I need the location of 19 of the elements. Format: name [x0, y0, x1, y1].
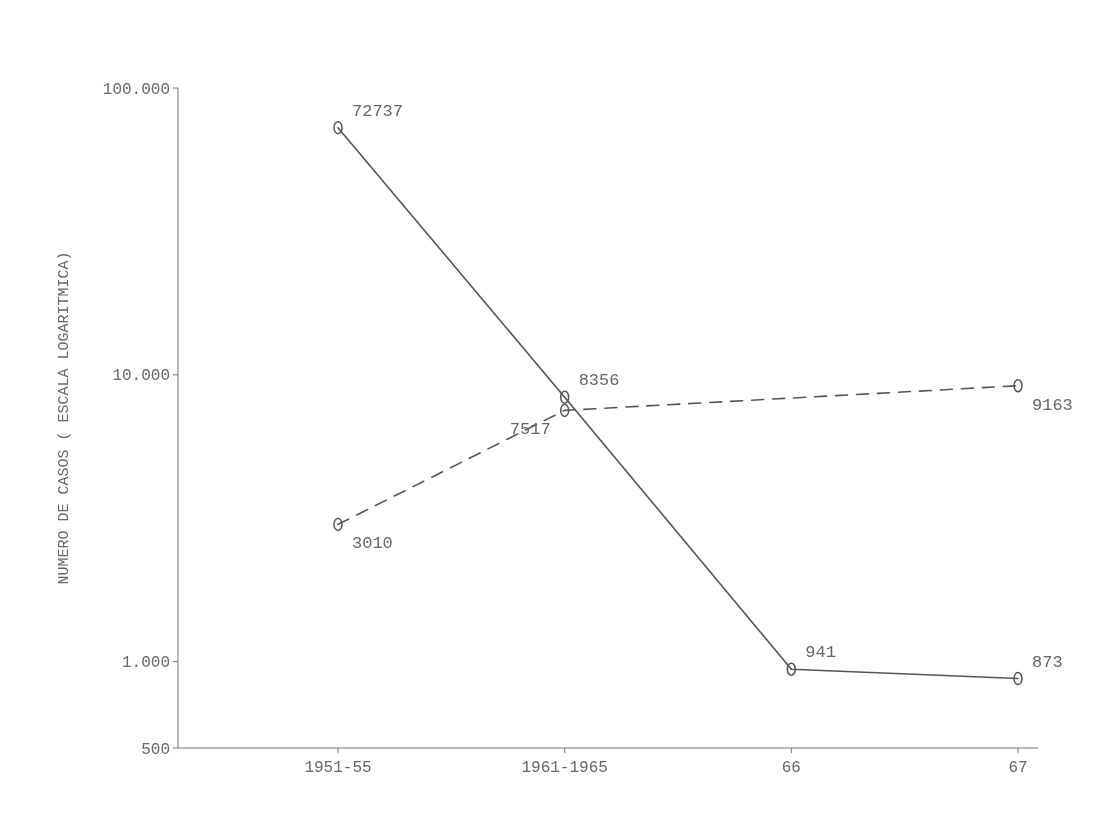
data-label: 8356 — [578, 371, 620, 391]
y-axis-title: NUMERO DE CASOS ( ESCALA LOGARITMICA) — [56, 251, 73, 585]
data-label: 941 — [805, 643, 836, 663]
y-tick-label: 100.000 — [102, 80, 170, 99]
y-tick-label: 1.000 — [121, 654, 170, 673]
x-tick-label: 66 — [781, 759, 801, 777]
data-label: 873 — [1032, 652, 1063, 672]
point — [559, 403, 570, 418]
data-label: 7517 — [509, 420, 551, 440]
point — [559, 390, 570, 404]
y-tick-label: 500 — [141, 740, 170, 759]
x-tick-label: 1951-55 — [304, 759, 372, 777]
data-label: 9163 — [1032, 395, 1073, 415]
x-tick-label: 67 — [1008, 759, 1028, 777]
y-tick-label: 10.000 — [112, 367, 170, 386]
data-label: 72737 — [352, 101, 404, 121]
point — [786, 662, 797, 676]
data-label: 3010 — [352, 534, 393, 554]
x-tick-label: 1961-1965 — [521, 759, 608, 777]
